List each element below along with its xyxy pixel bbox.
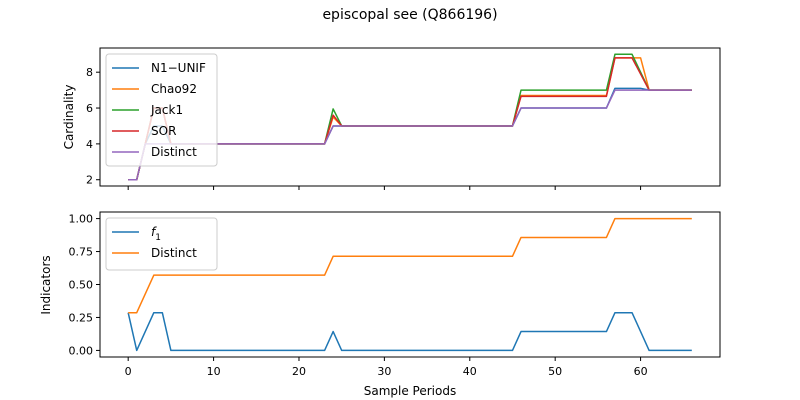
cardinality-legend: N1−UNIF Chao92 Jack1 SOR Distinct (105, 53, 218, 167)
cardinality-y-tick-label: 2 (86, 174, 93, 187)
indicators-y-axis-label: Indicators (39, 255, 53, 314)
x-tick-label: 0 (125, 365, 132, 378)
indicators-plot-frame (99, 211, 721, 358)
cardinality-legend-label-2: Jack1 (150, 103, 183, 117)
x-tick-label: 20 (292, 365, 306, 378)
cardinality-legend-label-4: Distinct (151, 145, 197, 159)
indicators-y-tick-label: 0.75 (69, 246, 94, 259)
indicators-legend-label-1: Distinct (151, 246, 197, 260)
indicators-y-tick-label: 0.25 (69, 311, 94, 324)
indicators-legend-label-text-0: f (151, 225, 157, 239)
x-tick-label: 40 (463, 365, 477, 378)
cardinality-y-tick-label: 8 (86, 66, 93, 79)
cardinality-legend-label-0: N1−UNIF (151, 61, 206, 75)
x-tick-label: 10 (207, 365, 221, 378)
indicators-series-lines (127, 217, 692, 352)
x-tick-label: 50 (548, 365, 562, 378)
cardinality-y-ticks: 2 4 6 8 (86, 66, 100, 187)
indicators-series-line-0 (127, 311, 692, 352)
x-tick-label: 30 (377, 365, 391, 378)
cardinality-y-tick-label: 4 (86, 138, 93, 151)
indicators-legend-label-text-1: Distinct (151, 246, 197, 260)
cardinality-plot-frame (99, 47, 721, 187)
cardinality-y-axis-label: Cardinality (62, 85, 76, 150)
indicators-panel: 0.00 0.25 0.50 0.75 1.00 0 10 20 30 40 50 60 Indic… (39, 211, 721, 378)
indicators-series-line-1 (128, 217, 692, 314)
cardinality-legend-label-text-0: N1−UNIF (151, 61, 206, 75)
indicators-y-tick-label: 0.50 (69, 279, 94, 292)
chart-title: episcopal see (Q866196) (322, 7, 497, 23)
indicators-legend: f1 Distinct (105, 217, 218, 271)
indicators-legend-label-subscript-0: 1 (155, 233, 161, 243)
x-tick-label: 60 (634, 365, 648, 378)
cardinality-legend-label-text-1: Chao92 (151, 82, 197, 96)
cardinality-panel: 2 4 6 8 Cardinality N1−UNIF Chao92 Jack1 SOR Di… (62, 47, 721, 190)
cardinality-legend-label-text-3: SOR (151, 124, 176, 138)
x-axis-label: Sample Periods (364, 384, 456, 398)
indicators-y-ticks: 0.00 0.25 0.50 0.75 1.00 (69, 213, 100, 357)
cardinality-y-tick-label: 6 (86, 102, 93, 115)
cardinality-x-ticks (127, 186, 642, 190)
indicators-legend-box (105, 217, 218, 271)
indicators-y-tick-label: 1.00 (69, 213, 94, 226)
cardinality-legend-box (105, 53, 218, 167)
cardinality-legend-label-1: Chao92 (151, 82, 197, 96)
cardinality-legend-label-text-2: Jack1 (150, 103, 183, 117)
indicators-x-ticks: 0 10 20 30 40 50 60 (125, 357, 648, 378)
indicators-y-tick-label: 0.00 (69, 344, 94, 357)
indicators-legend-label-0: f1 (151, 225, 161, 243)
cardinality-legend-label-3: SOR (151, 124, 176, 138)
cardinality-legend-label-text-4: Distinct (151, 145, 197, 159)
